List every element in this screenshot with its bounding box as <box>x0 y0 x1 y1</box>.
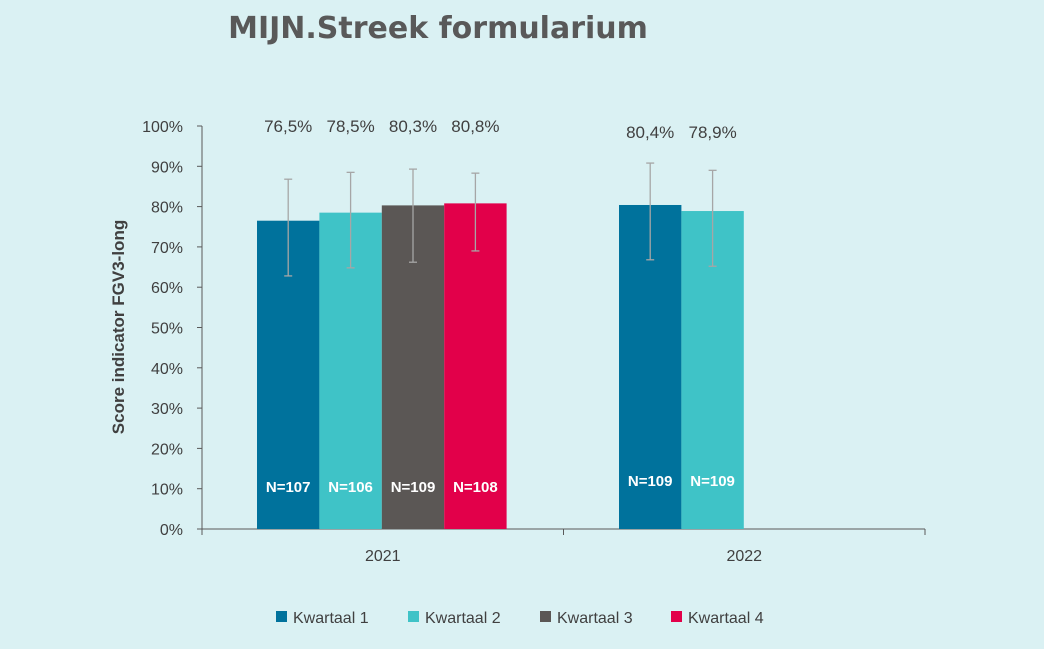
legend-label: Kwartaal 4 <box>688 610 764 627</box>
y-tick-label: 90% <box>151 159 183 176</box>
data-label: 80,8% <box>451 117 499 136</box>
legend-swatch <box>408 611 419 622</box>
y-tick-label: 100% <box>142 119 183 136</box>
legend-swatch <box>671 611 682 622</box>
y-tick-label: 0% <box>160 522 183 539</box>
legend-label: Kwartaal 2 <box>425 610 501 627</box>
legend: Kwartaal 1 Kwartaal 2 Kwartaal 3 Kwartaal 4 <box>276 610 764 627</box>
bar <box>444 203 507 529</box>
n-label: N=109 <box>391 479 436 496</box>
legend-label: Kwartaal 1 <box>293 610 369 627</box>
n-label: N=109 <box>690 473 735 490</box>
y-tick-label: 70% <box>151 240 183 257</box>
y-axis-label: Score indicator FGV3-long <box>109 220 128 434</box>
legend-swatch <box>276 611 287 622</box>
chart-title: MIJN.Streek formularium <box>228 11 648 46</box>
y-tick-label: 10% <box>151 482 183 499</box>
plot-area: 0% 10% 20% 30% 40% 50% 60% 70% 80% 90% 100% 2021 202… <box>142 117 926 565</box>
y-tick-label: 20% <box>151 441 183 458</box>
data-label: 80,3% <box>389 117 437 136</box>
n-label: N=106 <box>328 479 373 496</box>
data-label: 78,5% <box>326 117 374 136</box>
legend-label: Kwartaal 3 <box>557 610 633 627</box>
n-label: N=107 <box>266 479 311 496</box>
data-label: 76,5% <box>264 117 312 136</box>
data-label: 80,4% <box>626 123 674 142</box>
y-tick-label: 40% <box>151 361 183 378</box>
y-tick-label: 30% <box>151 401 183 418</box>
data-label: 78,9% <box>688 123 736 142</box>
n-label: N=109 <box>628 473 673 490</box>
x-category-label: 2021 <box>365 548 401 565</box>
x-category-label: 2022 <box>726 548 762 565</box>
y-tick-label: 50% <box>151 321 183 338</box>
legend-swatch <box>540 611 551 622</box>
n-label: N=108 <box>453 479 498 496</box>
y-tick-label: 60% <box>151 280 183 297</box>
y-tick-label: 80% <box>151 200 183 217</box>
